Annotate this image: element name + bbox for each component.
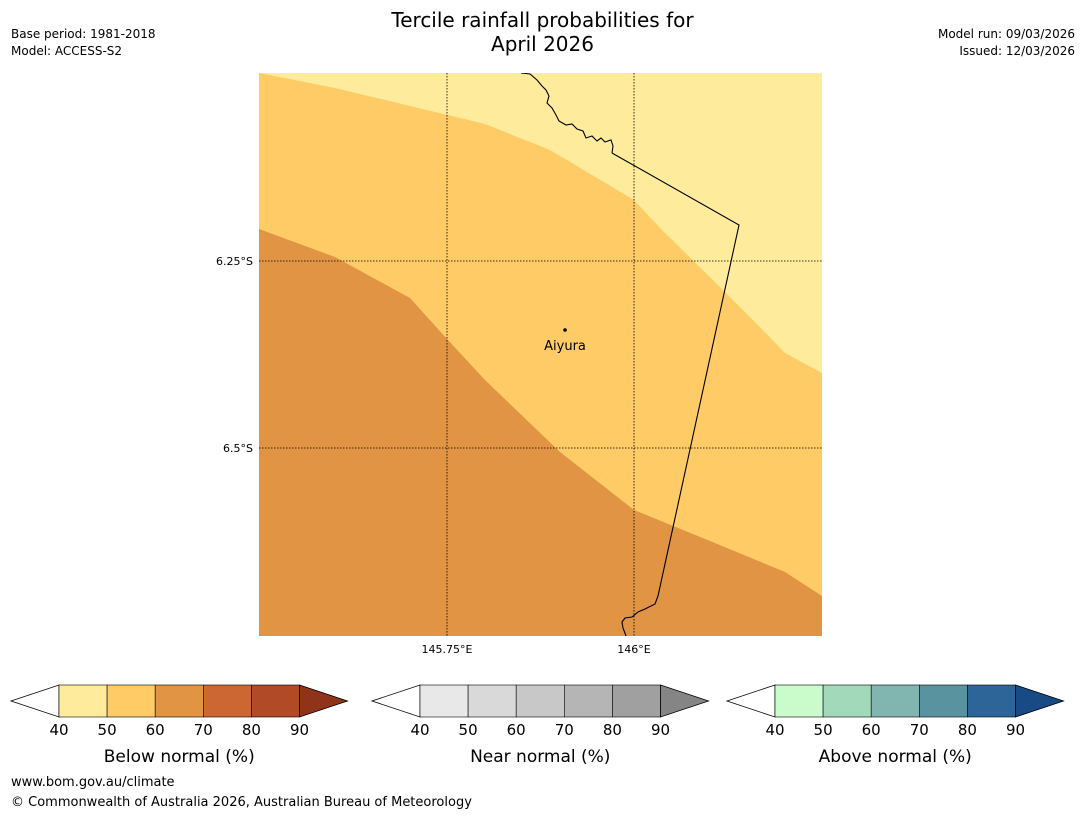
legend-tick-label: 80 <box>603 721 622 739</box>
legend-title: Below normal (%) <box>104 747 255 767</box>
legend-tick-label: 50 <box>98 721 117 739</box>
model-run-text: Model run: 09/03/2026 <box>937 27 1075 41</box>
legend-above-normal: 40 50 60 70 80 90 Above normal (%) <box>725 684 1065 767</box>
graticule <box>259 73 822 636</box>
legend-tick-label: 90 <box>651 721 670 739</box>
legend-tick-label: 80 <box>958 721 977 739</box>
legend-swatch <box>251 684 300 718</box>
legend-swatch <box>203 684 252 718</box>
legend-tick-label: 50 <box>814 721 833 739</box>
coastline <box>520 73 614 154</box>
legend-tick-label: 60 <box>507 721 526 739</box>
issued-text: Issued: 12/03/2026 <box>959 44 1075 58</box>
lat-label-6-25: 6.25°S <box>216 255 253 268</box>
legend-swatch <box>58 684 108 718</box>
legend-swatch <box>106 684 156 718</box>
legend-below-normal: 40 50 60 70 80 90 Below normal (%) <box>9 684 349 767</box>
base-period-text: Base period: 1981-2018 <box>11 27 156 41</box>
legend-tick-label: 40 <box>49 721 68 739</box>
legend-swatch <box>515 684 565 718</box>
legend-swatch <box>870 684 920 718</box>
aiyura-marker[interactable] <box>563 328 567 332</box>
chart-title: Tercile rainfall probabilities for April… <box>0 8 1085 56</box>
legend-swatch <box>774 684 824 718</box>
model-text: Model: ACCESS-S2 <box>11 44 123 58</box>
legend-tick-label: 90 <box>1006 721 1025 739</box>
legend-swatch <box>612 684 661 718</box>
legend-swatch <box>967 684 1016 718</box>
map-area: Aiyura <box>259 73 822 636</box>
aiyura-label: Aiyura <box>544 339 586 354</box>
legend-right-extension <box>299 684 349 718</box>
title-line-2: April 2026 <box>491 32 594 56</box>
border-line <box>611 152 740 636</box>
legend-title: Above normal (%) <box>819 747 972 767</box>
legend-left-extension <box>370 684 421 718</box>
legend-left-extension <box>725 684 776 718</box>
footer-copyright: © Commonwealth of Australia 2026, Austra… <box>11 795 472 810</box>
legend-swatch <box>918 684 968 718</box>
legend-tick-label: 50 <box>459 721 478 739</box>
legend-right-extension <box>660 684 710 718</box>
lat-label-6-5: 6.5°S <box>223 442 253 455</box>
footer-url: www.bom.gov.au/climate <box>11 775 175 790</box>
meta-right: Model run: 09/03/2026 Issued: 12/03/2026 <box>938 26 1075 60</box>
legend-title: Near normal (%) <box>470 747 610 767</box>
legend-tick-label: 70 <box>555 721 574 739</box>
legend-left-extension <box>9 684 60 718</box>
title-line-1: Tercile rainfall probabilities for <box>391 8 694 32</box>
lon-label-145-75: 145.75°E <box>422 643 473 656</box>
legend-swatch <box>154 684 204 718</box>
legend-tick-label: 70 <box>194 721 213 739</box>
band-60-70 <box>259 229 822 636</box>
legend-swatch <box>419 684 469 718</box>
legend-tick-label: 60 <box>146 721 165 739</box>
legend-near-normal: 40 50 60 70 80 90 Near normal (%) <box>370 684 710 767</box>
legend-tick-label: 80 <box>242 721 261 739</box>
legend-tick-label: 40 <box>765 721 784 739</box>
legend-tick-label: 70 <box>910 721 929 739</box>
meta-left: Base period: 1981-2018 Model: ACCESS-S2 <box>11 26 156 60</box>
legend-right-extension <box>1015 684 1065 718</box>
legend-swatch <box>563 684 613 718</box>
legend-swatch <box>822 684 872 718</box>
lon-label-146: 146°E <box>617 643 650 656</box>
legend-tick-label: 40 <box>410 721 429 739</box>
legend-tick-label: 90 <box>290 721 309 739</box>
legend-swatch <box>467 684 517 718</box>
legend-tick-label: 60 <box>862 721 881 739</box>
